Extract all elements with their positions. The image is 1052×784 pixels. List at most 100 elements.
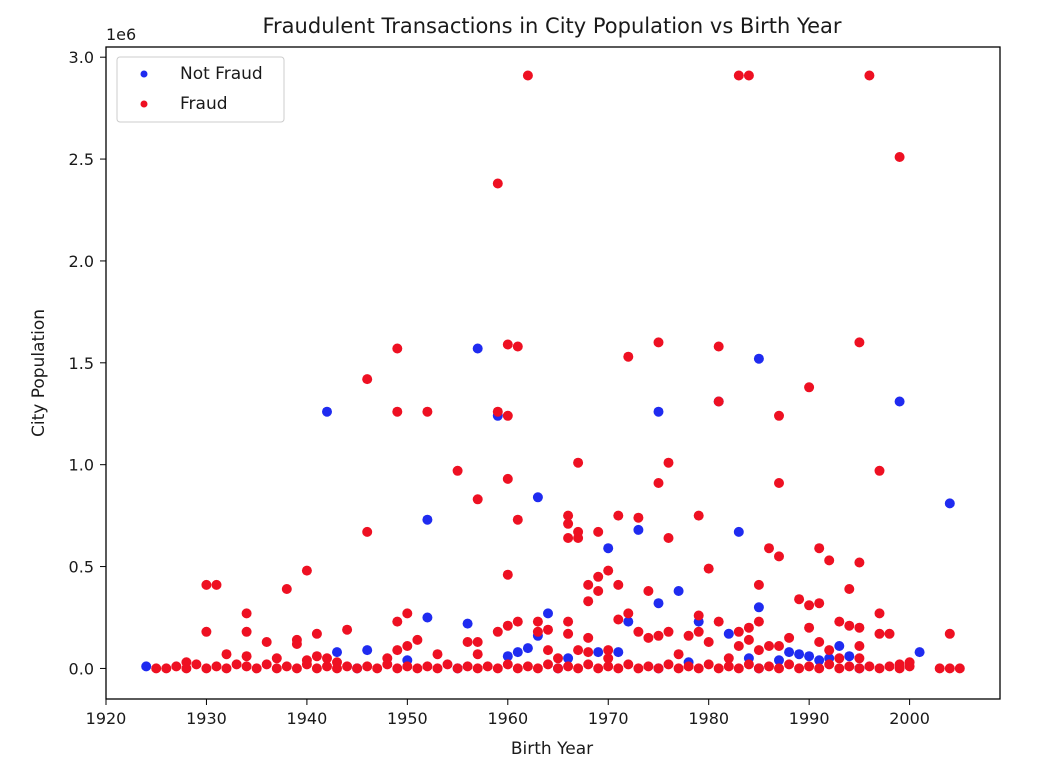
data-point <box>512 616 523 627</box>
data-point <box>653 630 664 641</box>
data-point <box>372 663 383 674</box>
data-point <box>311 651 322 662</box>
data-point <box>864 661 875 672</box>
data-point <box>392 616 403 627</box>
data-point <box>392 645 403 656</box>
data-point <box>713 616 724 627</box>
data-point <box>563 510 574 521</box>
data-point <box>703 563 714 574</box>
data-point <box>874 628 885 639</box>
data-point <box>944 628 955 639</box>
data-point <box>563 616 574 627</box>
x-tick-label: 2000 <box>889 709 930 728</box>
data-point <box>733 641 744 651</box>
data-point <box>733 626 744 637</box>
data-point <box>874 663 885 674</box>
data-point <box>814 655 825 666</box>
data-point <box>784 659 795 670</box>
data-point <box>512 514 523 525</box>
data-point <box>603 565 614 576</box>
data-point <box>804 661 815 672</box>
y-tick-label: 2.5 <box>69 150 94 169</box>
data-point <box>753 579 764 590</box>
plot-area-frame <box>105 46 1001 700</box>
y-tick-label: 3.0 <box>69 48 94 67</box>
data-point <box>593 586 604 596</box>
data-point <box>362 526 373 537</box>
data-point <box>593 571 604 582</box>
data-point <box>181 657 192 668</box>
data-point <box>583 647 594 658</box>
data-point <box>603 543 614 554</box>
data-point <box>492 663 503 674</box>
data-point <box>854 557 865 568</box>
data-point <box>563 533 574 543</box>
data-point <box>653 478 664 488</box>
x-tick-label: 1950 <box>387 709 428 728</box>
data-point <box>553 653 563 664</box>
data-point <box>583 632 594 643</box>
y-axis-offset-label: 1e6 <box>106 25 136 44</box>
data-point <box>512 663 523 674</box>
data-point <box>613 647 624 658</box>
data-point <box>241 626 252 637</box>
data-point <box>382 653 393 664</box>
data-point <box>653 663 664 674</box>
data-point <box>894 659 905 670</box>
x-tick-label: 1980 <box>688 709 729 728</box>
data-point <box>794 649 805 660</box>
data-point <box>613 579 624 590</box>
data-point <box>201 626 212 637</box>
data-point <box>673 586 684 596</box>
data-point <box>432 663 443 674</box>
data-point <box>563 628 574 639</box>
data-point <box>794 663 805 674</box>
legend-label-not-fraud: Not Fraud <box>180 64 263 84</box>
data-point <box>633 512 644 523</box>
data-point <box>623 608 634 619</box>
data-point <box>502 620 513 631</box>
data-point <box>171 661 182 672</box>
data-point <box>532 492 543 503</box>
legend-box <box>116 56 285 123</box>
data-point <box>824 645 835 656</box>
data-point <box>673 649 684 660</box>
data-point <box>271 653 282 664</box>
x-tick-label: 1990 <box>789 709 830 728</box>
data-point <box>653 337 664 348</box>
data-point <box>593 647 604 658</box>
data-point <box>362 661 373 672</box>
data-point <box>834 616 845 627</box>
data-point <box>934 663 945 674</box>
data-point <box>502 473 513 484</box>
data-point <box>854 653 865 664</box>
data-point <box>844 584 855 594</box>
data-point <box>884 628 895 639</box>
data-point <box>844 620 855 631</box>
data-point <box>743 634 754 645</box>
data-point <box>532 663 543 674</box>
data-point <box>532 626 543 637</box>
data-point <box>814 543 825 554</box>
data-point <box>733 70 744 81</box>
data-point <box>623 616 634 627</box>
data-point <box>653 598 664 609</box>
data-point <box>643 632 654 643</box>
data-point <box>653 406 664 417</box>
data-point <box>753 602 764 613</box>
data-point <box>764 543 774 554</box>
data-point <box>452 465 463 476</box>
data-point <box>733 526 744 537</box>
data-point <box>432 649 443 660</box>
data-point <box>603 661 614 672</box>
data-point <box>412 634 423 645</box>
legend-label-fraud: Fraud <box>180 94 228 114</box>
data-point <box>854 337 865 348</box>
data-point <box>392 406 403 417</box>
data-point <box>241 608 252 619</box>
data-point <box>392 343 403 354</box>
data-point <box>492 406 503 417</box>
data-point <box>422 661 433 672</box>
y-tick-label: 0.0 <box>69 659 94 678</box>
data-point <box>713 341 724 352</box>
